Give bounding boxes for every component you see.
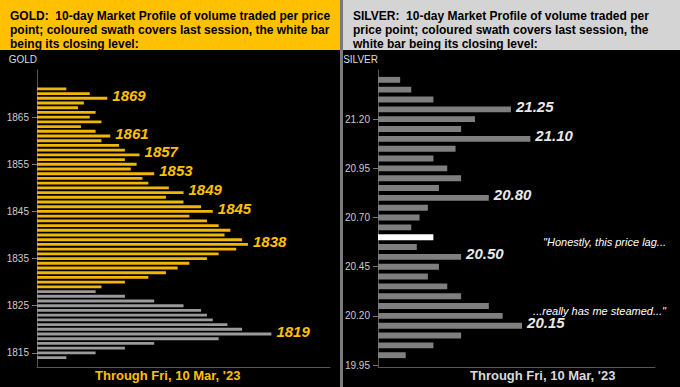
svg-text:1838: 1838 <box>253 233 287 250</box>
svg-text:21.25: 21.25 <box>515 98 554 115</box>
svg-text:1845: 1845 <box>218 200 252 217</box>
svg-text:20.20: 20.20 <box>345 310 370 321</box>
svg-text:"Honestly, this price lag...: "Honestly, this price lag... <box>543 236 666 248</box>
svg-text:1815: 1815 <box>7 347 30 358</box>
svg-text:20.50: 20.50 <box>465 245 504 262</box>
svg-text:point; coloured swath covers l: point; coloured swath covers last sessio… <box>10 23 333 37</box>
svg-text:1857: 1857 <box>145 143 179 160</box>
svg-text:1849: 1849 <box>189 181 223 198</box>
svg-text:Through Fri, 10 Mar, '23: Through Fri, 10 Mar, '23 <box>95 368 240 383</box>
svg-text:1865: 1865 <box>7 112 30 123</box>
svg-text:...really has me steamed...": ...really has me steamed..." <box>533 305 667 317</box>
svg-text:1835: 1835 <box>7 253 30 264</box>
svg-text:GOLD: GOLD <box>9 54 37 65</box>
svg-text:1825: 1825 <box>7 300 30 311</box>
svg-text:Through Fri, 10 Mar, '23: Through Fri, 10 Mar, '23 <box>470 368 615 383</box>
svg-text:1845: 1845 <box>7 206 30 217</box>
svg-text:1819: 1819 <box>276 323 310 340</box>
svg-text:20.45: 20.45 <box>345 261 370 272</box>
svg-text:price point; coloured swath co: price point; coloured swath covers last … <box>353 23 652 37</box>
svg-text:20.70: 20.70 <box>345 212 370 223</box>
svg-text:20.15: 20.15 <box>526 314 565 331</box>
svg-text:1869: 1869 <box>112 87 146 104</box>
svg-text:21.20: 21.20 <box>345 114 370 125</box>
svg-text:20.80: 20.80 <box>493 186 532 203</box>
svg-text:19.95: 19.95 <box>345 360 370 371</box>
svg-text:1855: 1855 <box>7 159 30 170</box>
svg-text:being its closing level:: being its closing level: <box>10 37 139 51</box>
svg-text:1853: 1853 <box>159 162 193 179</box>
svg-text:1861: 1861 <box>115 125 148 142</box>
svg-text:SILVER: SILVER <box>343 54 378 65</box>
svg-text:GOLD: 10-day Market Profile o: GOLD: 10-day Market Profile of volume tr… <box>10 9 333 23</box>
svg-text:21.10: 21.10 <box>534 127 573 144</box>
svg-text:20.95: 20.95 <box>345 163 370 174</box>
svg-text:SILVER: 10-day Market Profile: SILVER: 10-day Market Profile of volume … <box>353 9 652 23</box>
svg-text:white bar being its closing le: white bar being its closing level: <box>352 37 538 51</box>
